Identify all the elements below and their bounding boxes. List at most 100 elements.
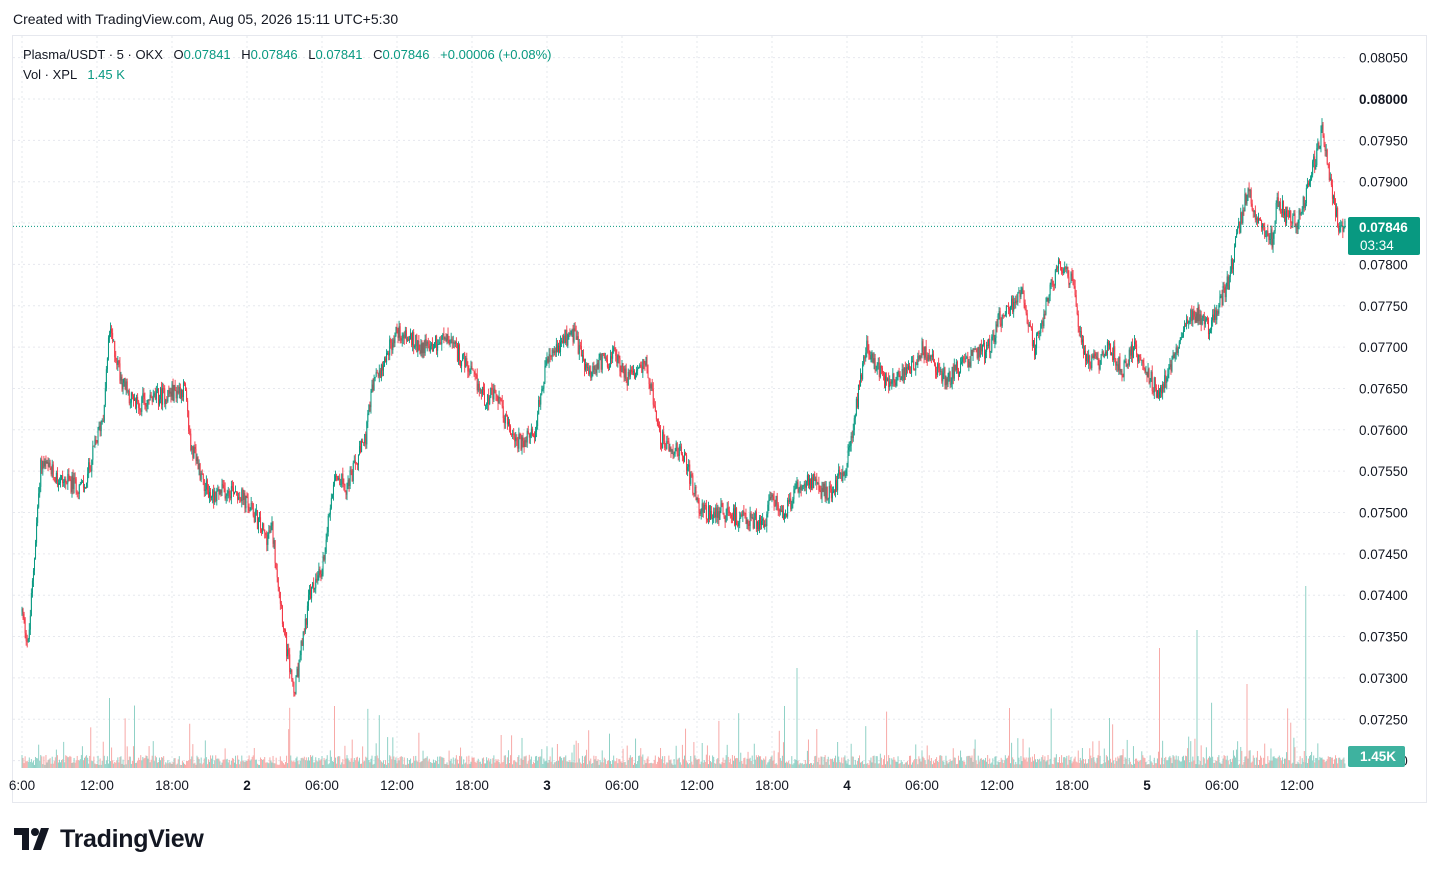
candle-body xyxy=(757,521,759,530)
volume-bar xyxy=(1016,764,1018,768)
volume-bar xyxy=(1249,750,1251,768)
volume-bar xyxy=(571,752,573,768)
candle-body xyxy=(1119,356,1121,372)
volume-bar xyxy=(519,764,521,768)
volume-bar xyxy=(790,764,792,768)
symbol-label[interactable]: Plasma/USDT · 5 · OKX xyxy=(23,47,163,62)
volume-bar xyxy=(1190,741,1192,768)
volume-bar xyxy=(872,756,874,768)
volume-bar xyxy=(499,763,501,768)
volume-bar xyxy=(413,756,415,768)
candle-body xyxy=(486,404,488,406)
candle-body xyxy=(92,445,94,460)
volume-bar xyxy=(47,760,49,768)
candle-body xyxy=(128,390,130,404)
candle-body xyxy=(185,384,187,391)
volume-bar xyxy=(459,755,460,768)
candle-body xyxy=(541,388,543,394)
volume-bar xyxy=(914,758,916,768)
candle-body xyxy=(216,491,218,501)
candle-body xyxy=(1055,267,1057,271)
volume-bar xyxy=(665,764,667,768)
volume-bar xyxy=(248,755,250,768)
candle-body xyxy=(829,485,831,489)
volume-bar xyxy=(680,764,682,768)
volume-bar xyxy=(924,760,926,768)
candle-body xyxy=(990,351,992,353)
volume-bar xyxy=(345,758,347,768)
volume-bar xyxy=(101,760,103,768)
candle-body xyxy=(1111,353,1113,356)
candle-body xyxy=(1244,194,1246,212)
volume-label[interactable]: Vol · XPL xyxy=(23,67,77,82)
tradingview-logo[interactable]: TradingView xyxy=(14,824,204,854)
candle-body xyxy=(641,366,643,373)
candle-body xyxy=(935,364,937,373)
candle-body xyxy=(751,517,753,519)
volume-bar xyxy=(948,761,950,768)
candle-body xyxy=(590,370,592,378)
volume-bar xyxy=(340,764,342,768)
volume-bar xyxy=(573,744,575,768)
candle-body xyxy=(851,436,853,439)
candle-body xyxy=(690,474,692,484)
candle-body xyxy=(218,489,220,494)
y-tick-label: 0.07600 xyxy=(1359,423,1408,438)
candle-body xyxy=(296,669,298,677)
candle-body xyxy=(1327,163,1329,165)
candle-body xyxy=(1070,273,1072,284)
candle-body xyxy=(873,358,875,363)
candle-body xyxy=(254,510,256,523)
volume-bar xyxy=(863,764,865,768)
candle-body xyxy=(241,489,243,501)
volume-bar xyxy=(1306,763,1308,768)
volume-bar xyxy=(651,763,653,768)
volume-bar xyxy=(261,759,263,768)
volume-bar xyxy=(510,755,512,768)
candle-body xyxy=(880,365,882,369)
volume-bar xyxy=(250,759,252,768)
candle-body xyxy=(956,361,958,370)
volume-bar xyxy=(318,757,320,768)
volume-bar xyxy=(1163,764,1165,768)
volume-bar xyxy=(591,763,593,768)
volume-bar xyxy=(332,761,334,768)
volume-bar xyxy=(474,761,476,768)
volume-bar xyxy=(162,757,164,768)
volume-bar xyxy=(736,757,738,768)
volume-bar xyxy=(1201,764,1203,768)
volume-bar xyxy=(1236,749,1238,768)
candle-body xyxy=(1311,174,1313,180)
candle-body xyxy=(237,492,239,500)
volume-bar xyxy=(811,763,813,768)
volume-bar xyxy=(224,748,226,768)
candle-body xyxy=(513,433,515,435)
candle-body xyxy=(531,428,533,436)
candle-body xyxy=(147,400,149,403)
high-value: 0.07846 xyxy=(250,47,298,62)
volume-bar xyxy=(45,755,47,768)
candle-body xyxy=(1127,364,1129,366)
price-axis[interactable]: 0.080500.080000.079500.079000.078500.078… xyxy=(1359,51,1408,769)
candle-body xyxy=(554,350,556,353)
candle-body xyxy=(1281,200,1283,214)
volume-bar xyxy=(1242,764,1244,768)
volume-bar xyxy=(1080,760,1082,768)
volume-bar xyxy=(921,750,923,768)
candle-body xyxy=(596,362,598,373)
candle-body xyxy=(789,498,791,503)
candle-body xyxy=(645,357,647,365)
volume-bar xyxy=(1323,759,1325,768)
candle-body xyxy=(412,332,414,345)
candle-body xyxy=(537,414,539,427)
volume-bar xyxy=(453,764,455,768)
candle-body xyxy=(1068,276,1070,285)
candle-body xyxy=(607,366,609,368)
candle-body xyxy=(369,404,371,408)
time-axis[interactable]: 6:00 12:00 18:00 2 06:00 12:00 18:00 3 06:00 12:0… xyxy=(9,778,1314,793)
candle-body xyxy=(819,490,821,492)
candle-body xyxy=(980,344,982,352)
volume-bar xyxy=(362,746,364,768)
volume-bar xyxy=(219,761,221,768)
